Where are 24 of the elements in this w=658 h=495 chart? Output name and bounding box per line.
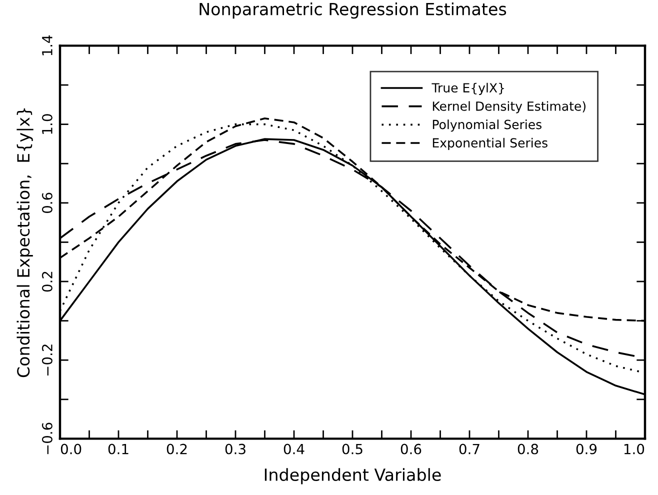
y-tick-label: −0.6 [42, 422, 52, 454]
x-tick-label: 0.3 [225, 444, 246, 454]
x-tick-label: 0.9 [576, 444, 597, 454]
x-tick-label: 0.2 [166, 444, 187, 454]
x-tick-label: 0.6 [400, 444, 422, 454]
x-tick-label: 0.5 [342, 444, 362, 454]
y-tick-label: 1.4 [42, 35, 52, 56]
y-tick-label: 0.6 [42, 192, 52, 214]
x-tick-label: 0.0 [60, 444, 82, 454]
x-tick-label: 0.4 [284, 444, 304, 454]
y-tick-label: 0.2 [42, 272, 52, 292]
legend-label: Polynomial Series [432, 120, 542, 132]
y-tick-label: −0.2 [42, 344, 52, 376]
chart-title: Nonparametric Regression Estimates [200, 2, 506, 19]
y-tick-label: 1.0 [42, 114, 52, 134]
x-tick-label: 1.0 [624, 444, 644, 454]
x-tick-label: 0.7 [459, 444, 480, 454]
x-axis-title: Independent Variable [264, 468, 441, 484]
x-tick-label: 0.8 [518, 444, 538, 454]
legend-label: Kernel Density Estimate) [432, 101, 586, 114]
legend-label: Exponential Series [432, 138, 548, 150]
y-axis-title: Conditional Expectation, E{y|x} [16, 108, 34, 378]
legend-label: True E{ylX} [432, 82, 504, 95]
x-tick-label: 0.1 [108, 444, 128, 454]
